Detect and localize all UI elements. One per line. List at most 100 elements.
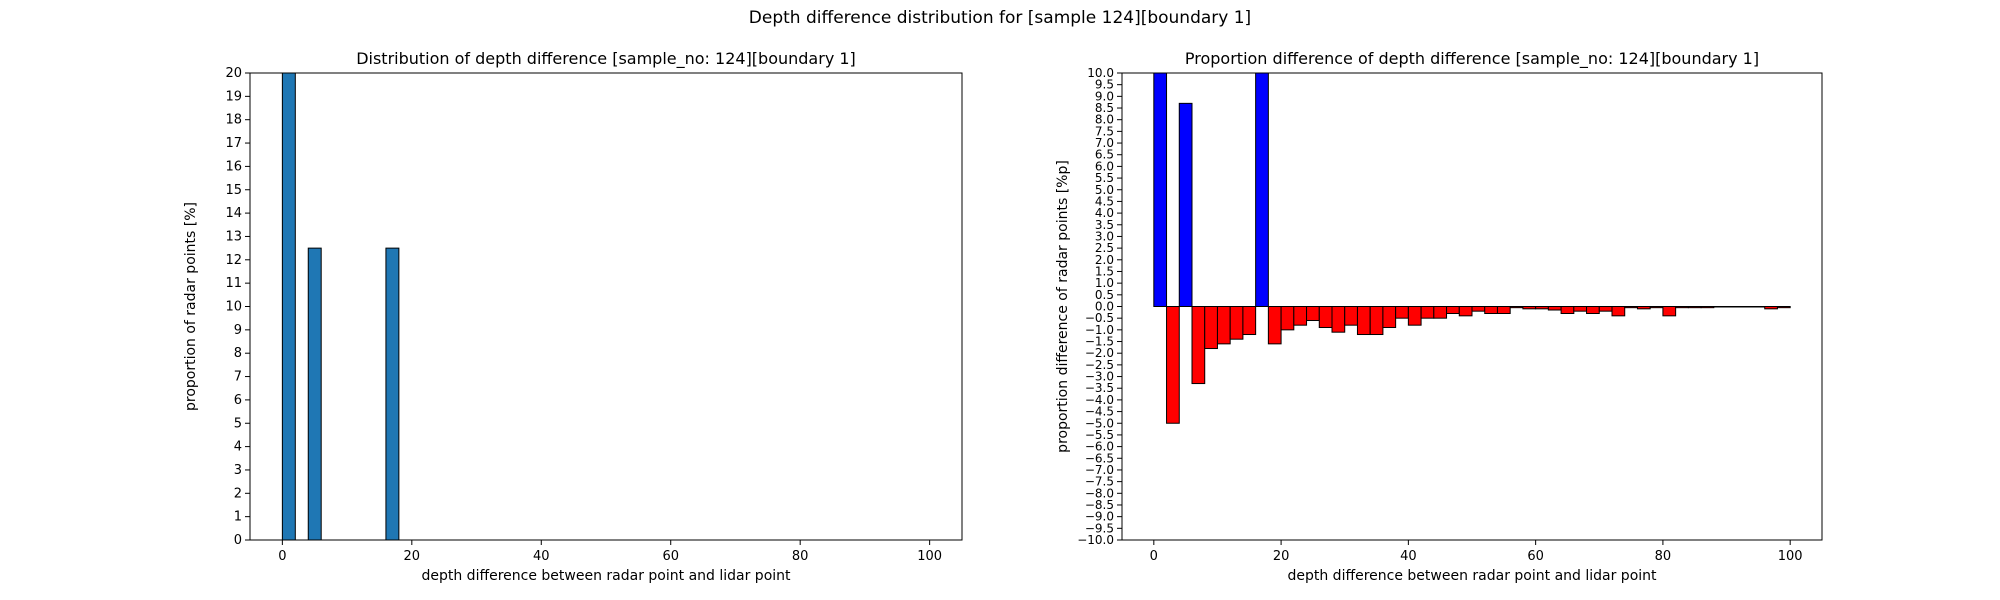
x-tick-label: 20 xyxy=(404,549,421,564)
y-tick-label: 1.5 xyxy=(1095,264,1114,278)
y-axis-label: proportion difference of radar points [%… xyxy=(1055,160,1071,453)
x-tick-label: 100 xyxy=(917,549,942,564)
y-tick-label: 7.5 xyxy=(1095,124,1114,138)
y-tick-label: 17 xyxy=(225,136,242,151)
bars xyxy=(1153,72,1791,424)
y-tick-label: 0.5 xyxy=(1095,288,1114,302)
y-tick-label: 6.0 xyxy=(1095,159,1114,173)
y-tick-label: −9.0 xyxy=(1085,510,1114,524)
bar xyxy=(1649,306,1664,309)
bar xyxy=(1280,306,1295,331)
bar xyxy=(1496,306,1511,315)
bar xyxy=(1776,306,1791,309)
y-tick-label: 5.5 xyxy=(1095,171,1114,185)
bar xyxy=(1178,102,1193,308)
y-tick-label: 3.0 xyxy=(1095,229,1114,243)
y-tick-label: 4.5 xyxy=(1095,194,1114,208)
y-tick-label: 4.0 xyxy=(1095,206,1114,220)
bar xyxy=(1624,306,1638,309)
bar xyxy=(1471,306,1486,312)
y-tick-label: −4.0 xyxy=(1085,393,1114,407)
y-tick-label: −8.5 xyxy=(1085,498,1114,512)
y-tick-label: 2.0 xyxy=(1095,253,1114,267)
y-tick-label: 3.5 xyxy=(1095,218,1114,232)
x-tick-label: 40 xyxy=(533,549,550,564)
bar xyxy=(1344,306,1358,326)
y-tick-label: −4.5 xyxy=(1085,405,1114,419)
y-tick-label: 1 xyxy=(234,510,242,525)
bar xyxy=(1407,306,1422,326)
y-tick-label: −1.0 xyxy=(1085,323,1114,337)
y-tick-label: −9.5 xyxy=(1085,521,1114,535)
x-tick-label: 60 xyxy=(662,549,679,564)
y-tick-label: 11 xyxy=(225,276,242,291)
chart-title: Proportion difference of depth differenc… xyxy=(1185,49,1759,69)
bar xyxy=(1191,306,1206,385)
y-tick-label: −1.5 xyxy=(1085,335,1114,349)
y-tick-label: 12 xyxy=(225,253,242,268)
bar xyxy=(1598,306,1613,312)
y-tick-label: 8 xyxy=(234,346,242,361)
y-tick-label: −2.0 xyxy=(1085,346,1114,360)
bar xyxy=(1420,306,1435,319)
bar xyxy=(1611,306,1626,317)
y-tick-label: 8.0 xyxy=(1095,113,1114,127)
x-tick-label: 80 xyxy=(1655,549,1672,564)
y-tick-label: 10 xyxy=(225,300,242,315)
y-tick-label: 10.0 xyxy=(1087,66,1114,80)
y-tick-label: −5.0 xyxy=(1085,416,1114,430)
bar xyxy=(1267,306,1282,345)
x-axis-label: depth difference between radar point and… xyxy=(421,568,791,584)
y-tick-label: 18 xyxy=(225,113,242,128)
y-tick-label: 14 xyxy=(225,206,242,221)
y-tick-label: 9.0 xyxy=(1095,89,1114,103)
y-tick-label: 7.0 xyxy=(1095,136,1114,150)
bar xyxy=(1535,306,1549,310)
bar xyxy=(1484,306,1498,315)
y-tick-label: −7.0 xyxy=(1085,463,1114,477)
bar xyxy=(281,72,296,541)
bar xyxy=(1395,306,1409,319)
bar xyxy=(1687,306,1702,309)
bar xyxy=(1433,306,1448,319)
bar xyxy=(1764,306,1778,310)
chart-title: Distribution of depth difference [sample… xyxy=(356,49,856,69)
x-axis-label: depth difference between radar point and… xyxy=(1287,568,1657,584)
y-axis-label: proportion of radar points [%] xyxy=(183,202,199,411)
bar xyxy=(1369,306,1384,336)
y-tick-label: 0 xyxy=(234,533,242,548)
y-tick-label: 20 xyxy=(225,66,242,81)
y-tick-label: 5 xyxy=(234,416,242,431)
bar xyxy=(1713,306,1728,308)
y-tick-label: −6.5 xyxy=(1085,451,1114,465)
y-tick-label: 2.5 xyxy=(1095,241,1114,255)
bar xyxy=(1726,306,1740,308)
bar xyxy=(1586,306,1600,315)
bar xyxy=(1700,306,1715,309)
y-tick-label: 8.5 xyxy=(1095,101,1114,115)
y-tick-label: 13 xyxy=(225,229,242,244)
y-tick-label: 0.0 xyxy=(1095,300,1114,314)
plot-frame xyxy=(249,72,963,541)
bar xyxy=(1382,306,1397,329)
bar xyxy=(1560,306,1575,315)
figure-suptitle: Depth difference distribution for [sampl… xyxy=(748,8,1252,28)
y-tick-label: −3.5 xyxy=(1085,381,1114,395)
y-tick-label: 15 xyxy=(225,183,242,198)
y-tick-label: −7.5 xyxy=(1085,475,1114,489)
y-tick-label: 7 xyxy=(234,370,242,385)
y-tick-label: 9 xyxy=(234,323,242,338)
bar xyxy=(1318,306,1333,329)
bar xyxy=(1331,306,1346,333)
y-tick-label: −5.5 xyxy=(1085,428,1114,442)
bar xyxy=(1636,306,1651,310)
bar xyxy=(1306,306,1320,322)
bar xyxy=(1509,306,1524,309)
bar xyxy=(1204,306,1218,350)
bar xyxy=(1255,72,1269,307)
bar xyxy=(1356,306,1371,336)
y-tick-label: −0.5 xyxy=(1085,311,1114,325)
bar xyxy=(1153,72,1168,307)
bar xyxy=(1547,306,1562,311)
